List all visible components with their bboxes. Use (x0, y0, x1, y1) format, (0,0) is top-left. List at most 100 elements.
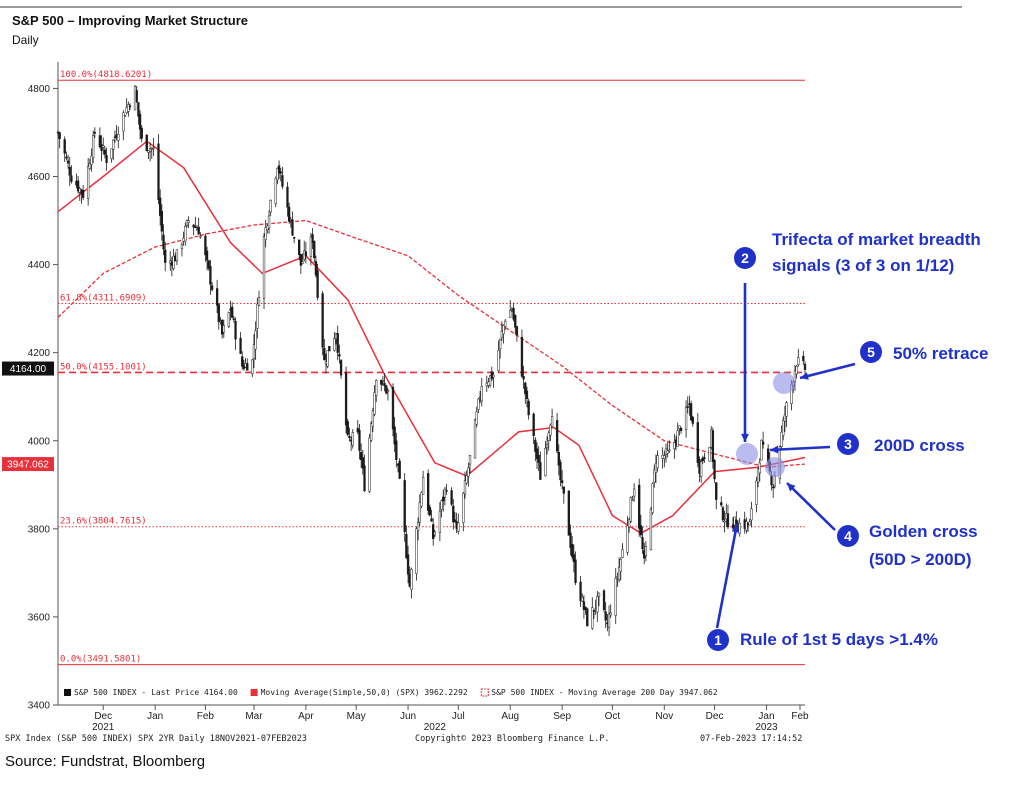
fib-label: 0.0%(3491.5801) (60, 655, 141, 665)
candle-body (537, 454, 540, 463)
candle-body (110, 148, 113, 159)
annotation-badge-number: 2 (741, 250, 749, 266)
candle-body (442, 496, 445, 502)
x-tick-label: Jun (400, 711, 416, 722)
candle-body (231, 306, 234, 318)
candle-body (619, 559, 622, 572)
last-price-tag (2, 361, 54, 376)
candle-body (215, 288, 219, 306)
candle-body (782, 420, 785, 436)
candle-body (157, 143, 160, 200)
candle-body (708, 447, 711, 462)
candle-body (105, 155, 108, 163)
candle-body (666, 450, 669, 454)
candle-body (467, 467, 470, 477)
candle-body (638, 484, 641, 529)
candle-body (58, 132, 61, 139)
candle-body (262, 236, 266, 299)
candle-body (279, 171, 282, 174)
x-tick-label: Jul (452, 711, 465, 722)
candle-body (160, 210, 163, 232)
candle-body (346, 421, 349, 435)
candle-body (98, 135, 102, 148)
candle-body (339, 360, 343, 376)
candle-body (785, 402, 788, 417)
candle-body (180, 244, 184, 249)
candle-body (421, 477, 425, 495)
candle-body (140, 127, 143, 139)
candle-body (145, 134, 148, 151)
candle-body (184, 226, 187, 242)
candle-body (783, 414, 787, 422)
candle-body (488, 375, 492, 386)
annotation-arrow (799, 362, 856, 380)
candle-body (579, 581, 582, 602)
candle-body (336, 333, 339, 353)
candle-body (453, 519, 457, 522)
candle-body (584, 606, 587, 610)
candle-body (152, 147, 155, 150)
candle-body (301, 261, 304, 264)
candle-body (691, 416, 694, 424)
candle-body (726, 513, 730, 528)
candle-body (348, 436, 351, 438)
ma200-label: 3947.062 (7, 460, 49, 471)
candle-body (535, 448, 539, 459)
annotation-text-2: Trifecta of market breadth (772, 230, 981, 249)
candle-body (416, 522, 420, 531)
candle-body (103, 149, 107, 155)
candle-body (428, 506, 431, 516)
candle-body (227, 312, 230, 327)
candle-body (582, 601, 586, 611)
x-tick-label: Sep (553, 711, 571, 722)
candle-body (520, 336, 524, 377)
candle-body (316, 270, 319, 298)
sp500-chart: 100.0%(4818.6201) 61.8%(4311.6909) 50.0%(4… (0, 6, 988, 730)
candle-body (711, 430, 715, 462)
candle-body (430, 518, 433, 522)
candle-body (81, 189, 85, 198)
candle-body (679, 428, 683, 432)
candle-body (256, 303, 259, 329)
candle-body (545, 444, 549, 448)
candle-body (93, 132, 96, 134)
candle-body (592, 609, 596, 612)
candle-body (713, 460, 716, 480)
candle-body (127, 104, 130, 112)
candle-body (360, 452, 363, 461)
candle-body (162, 234, 165, 250)
candle-body (321, 293, 324, 348)
chart-title: S&P 500 – Improving Market Structure (12, 13, 249, 28)
candle-body (66, 160, 70, 164)
candle-body (522, 376, 525, 380)
candle-body (326, 350, 329, 367)
candle-body (463, 480, 467, 495)
candle-body (159, 197, 162, 216)
candle-body (574, 559, 577, 583)
annotation-badge-3 (837, 433, 859, 455)
y-tick-label: 4600 (28, 172, 51, 183)
candle-body (772, 486, 775, 489)
candle-body (567, 490, 570, 536)
candle-body (633, 488, 636, 497)
candle-body (686, 406, 689, 408)
candle-body (525, 390, 529, 399)
candle-body (468, 455, 472, 465)
x-tick-label: Feb (791, 711, 809, 722)
x-tick-label: Nov (655, 711, 673, 722)
annotation-text-2: signals (3 of 3 on 1/12) (772, 256, 954, 275)
candle-body (391, 386, 395, 430)
candle-body (311, 234, 314, 243)
candle-body (761, 441, 765, 445)
fib-label: 61.8%(4311.6909) (60, 293, 147, 303)
candle-body (381, 380, 385, 382)
candle-body (88, 163, 91, 170)
highlight-marker (736, 443, 758, 465)
annotation-text-1: Rule of 1st 5 days >1.4% (740, 630, 938, 649)
candle-body (626, 525, 629, 553)
candle-body (102, 145, 105, 148)
candle-body (264, 227, 267, 240)
annotation-arrowhead (731, 524, 740, 533)
candle-body (502, 325, 505, 335)
annotation-text-4: (50D > 200D) (869, 550, 972, 569)
